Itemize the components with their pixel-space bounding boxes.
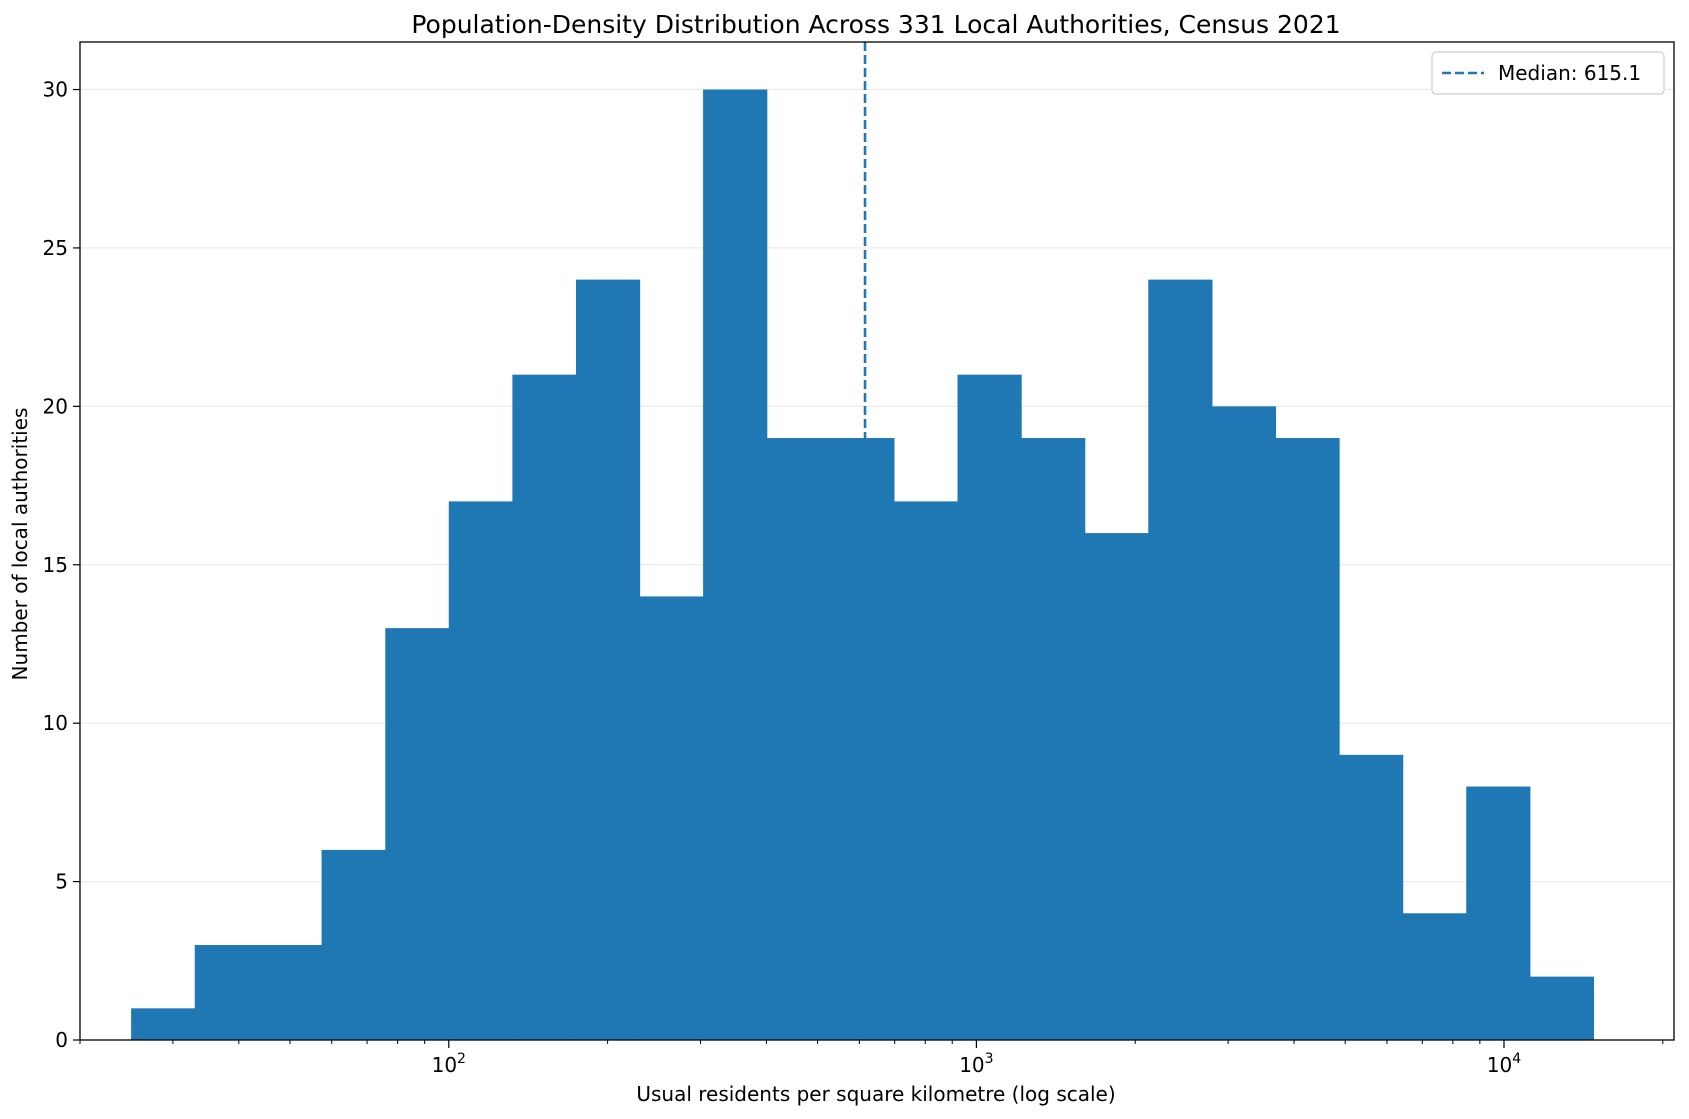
histogram-bar: [1084, 533, 1149, 1040]
histogram-bar: [1021, 438, 1086, 1040]
histogram-bar: [575, 279, 641, 1041]
histogram-bar: [957, 374, 1022, 1041]
x-tick-label: 103: [959, 1051, 993, 1077]
legend-median-label: Median: 615.1: [1498, 61, 1641, 85]
plot-frame: [79, 41, 1675, 1041]
histogram-bar: [830, 438, 895, 1040]
histogram-bar: [448, 501, 513, 1040]
y-tick-label: 5: [55, 870, 68, 894]
histogram-bar: [1466, 786, 1531, 1040]
y-tick-label: 10: [43, 711, 68, 735]
x-tick-label: 102: [432, 1051, 466, 1077]
y-tick-label: 15: [43, 553, 68, 577]
chart-title: Population-Density Distribution Across 3…: [411, 10, 1340, 39]
histogram-bar: [321, 849, 386, 1040]
y-tick-label: 20: [43, 394, 68, 418]
y-axis-label: Number of local authorities: [8, 408, 32, 681]
histogram-bar: [194, 944, 259, 1040]
histogram-bar: [131, 1008, 196, 1040]
y-axis-ticks: 0 5 10 15 20 25 30: [43, 78, 80, 1052]
histogram-bar: [639, 596, 704, 1040]
histogram-bar: [1211, 406, 1277, 1040]
histogram-bar: [1529, 976, 1595, 1040]
histogram-bars: [131, 89, 1595, 1041]
axes: [79, 41, 1675, 1041]
histogram-bar: [1148, 279, 1213, 1041]
y-tick-label: 30: [43, 78, 68, 102]
y-tick-label: 25: [43, 236, 68, 260]
histogram-bar: [1339, 754, 1404, 1040]
x-axis-ticks: 102 103 104: [79, 1040, 1664, 1077]
histogram-bar: [766, 438, 831, 1040]
x-axis-label: Usual residents per square kilometre (lo…: [636, 1082, 1115, 1106]
y-tick-label: 0: [55, 1028, 68, 1052]
legend-box: [1431, 51, 1665, 95]
histogram-bar: [1402, 913, 1467, 1040]
x-tick-label: 104: [1487, 1051, 1521, 1077]
histogram-bar: [893, 501, 959, 1040]
histogram-bar: [1275, 438, 1340, 1040]
histogram-bar: [512, 374, 577, 1041]
histogram-bar: [385, 628, 450, 1040]
legend: Median: 615.1: [1431, 51, 1665, 95]
histogram-bar: [703, 89, 768, 1041]
histogram-bar: [258, 944, 323, 1040]
